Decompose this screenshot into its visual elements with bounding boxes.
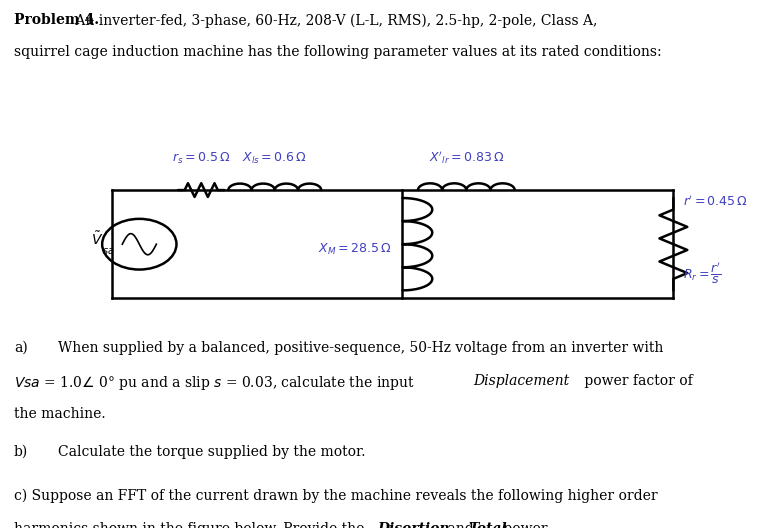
Text: Calculate the torque supplied by the motor.: Calculate the torque supplied by the mot… xyxy=(58,445,365,459)
Text: $\tilde{V}$: $\tilde{V}$ xyxy=(91,230,103,248)
Text: Total: Total xyxy=(468,522,507,528)
Text: squirrel cage induction machine has the following parameter values at its rated : squirrel cage induction machine has the … xyxy=(14,45,662,59)
Text: $sa$: $sa$ xyxy=(102,246,115,256)
Text: $r' = 0.45\,\Omega$: $r' = 0.45\,\Omega$ xyxy=(683,195,748,209)
Text: $X_M = 28.5\,\Omega$: $X_M = 28.5\,\Omega$ xyxy=(317,242,391,257)
Text: power: power xyxy=(499,522,548,528)
Text: $X_{ls} = 0.6\,\Omega$: $X_{ls} = 0.6\,\Omega$ xyxy=(242,151,307,166)
Text: a): a) xyxy=(14,341,28,355)
Text: $Vsa$ = 1.0$\angle$ 0° pu and a slip $s$ = 0.03, calculate the input: $Vsa$ = 1.0$\angle$ 0° pu and a slip $s$… xyxy=(14,374,415,392)
Text: c) Suppose an FFT of the current drawn by the machine reveals the following high: c) Suppose an FFT of the current drawn b… xyxy=(14,488,658,503)
Text: harmonics shown in the figure below. Provide the: harmonics shown in the figure below. Pro… xyxy=(14,522,368,528)
Text: and: and xyxy=(443,522,478,528)
Text: the machine.: the machine. xyxy=(14,407,105,421)
Text: power factor of: power factor of xyxy=(580,374,694,388)
Text: When supplied by a balanced, positive-sequence, 50-Hz voltage from an inverter w: When supplied by a balanced, positive-se… xyxy=(58,341,663,355)
Text: $R_r = \dfrac{r'}{s}$: $R_r = \dfrac{r'}{s}$ xyxy=(683,260,721,286)
Text: Displacement: Displacement xyxy=(474,374,570,388)
Text: b): b) xyxy=(14,445,28,459)
Text: Problem 4.: Problem 4. xyxy=(14,13,99,27)
Text: Disortion: Disortion xyxy=(378,522,450,528)
Text: An inverter-fed, 3-phase, 60-Hz, 208-V (L-L, RMS), 2.5-hp, 2-pole, Class A,: An inverter-fed, 3-phase, 60-Hz, 208-V (… xyxy=(71,13,598,27)
Text: $X'_{lr} = 0.83\,\Omega$: $X'_{lr} = 0.83\,\Omega$ xyxy=(429,150,504,166)
Text: $r_s = 0.5\,\Omega$: $r_s = 0.5\,\Omega$ xyxy=(172,151,231,166)
